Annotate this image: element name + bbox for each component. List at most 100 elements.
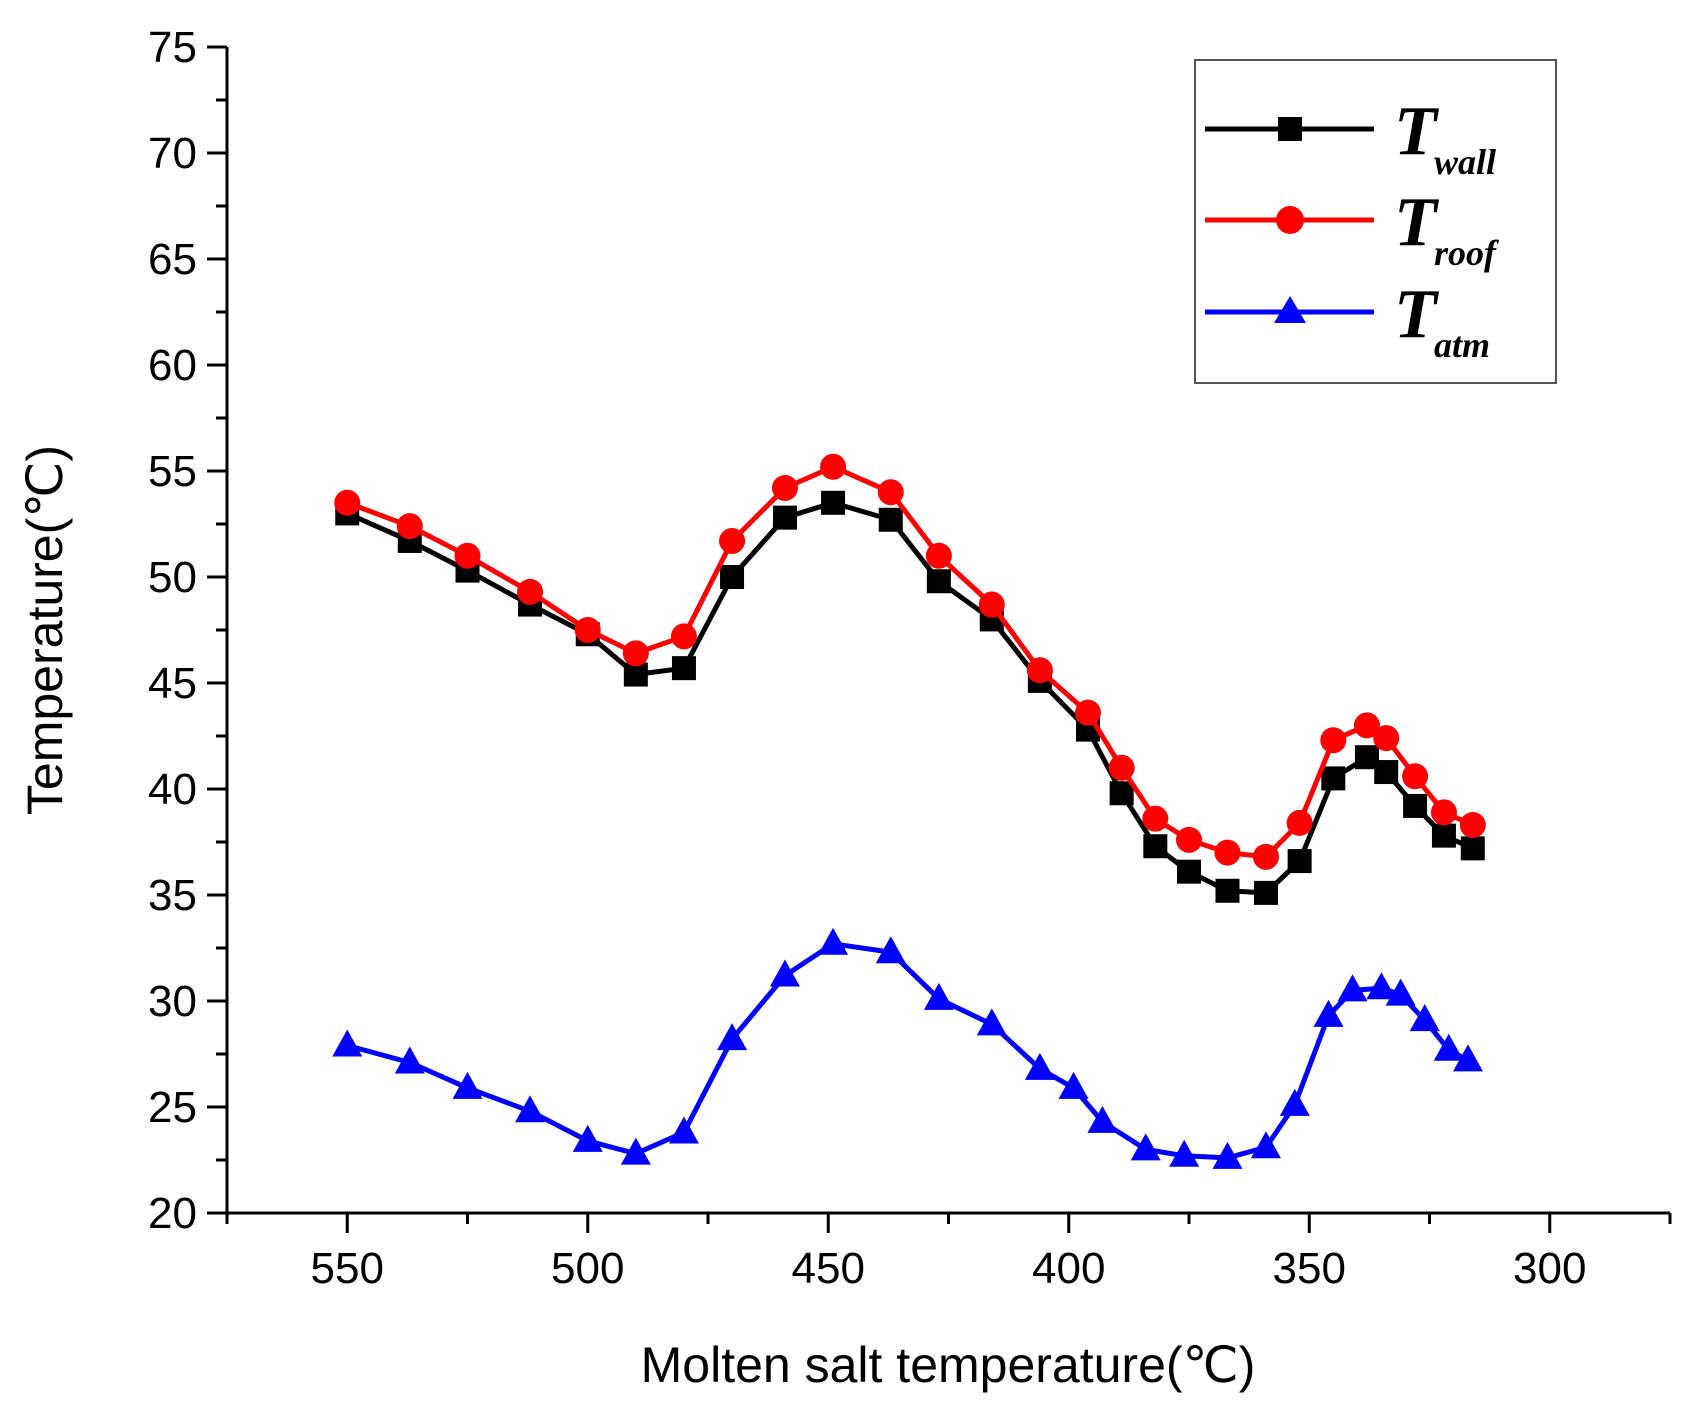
data-point-wall-8 — [772, 505, 797, 530]
data-point-atm-20 — [1279, 1088, 1310, 1116]
data-point-roof-26 — [1459, 812, 1486, 839]
series-roof — [334, 453, 1486, 870]
data-point-roof-14 — [1074, 699, 1101, 726]
data-point-atm-4 — [572, 1124, 603, 1152]
x-tick-label-450: 450 — [792, 1244, 865, 1293]
y-tick-label-55: 55 — [148, 447, 197, 496]
data-point-atm-18 — [1212, 1141, 1243, 1169]
data-point-atm-5 — [620, 1137, 651, 1165]
y-tick-label-65: 65 — [148, 235, 197, 284]
data-point-wall-5 — [623, 662, 648, 687]
data-point-atm-16 — [1130, 1133, 1161, 1161]
legend: T wall T roof T atm — [1194, 59, 1557, 384]
data-point-atm-8 — [769, 959, 800, 987]
data-point-roof-18 — [1214, 839, 1241, 866]
series-line-atm — [346, 941, 1470, 1161]
axis-ticks: 20 25 30 35 40 45 50 55 60 65 70 75 550 500 450 400 350 3… — [148, 23, 1672, 1293]
data-point-atm-13 — [1024, 1052, 1055, 1080]
data-point-roof-25 — [1430, 799, 1457, 826]
data-point-roof-5 — [622, 640, 649, 667]
data-point-wall-11 — [926, 569, 951, 594]
data-point-roof-24 — [1402, 763, 1429, 790]
data-point-atm-14 — [1058, 1071, 1089, 1099]
data-point-atm-9 — [818, 927, 849, 955]
data-point-wall-6 — [671, 656, 696, 681]
data-point-atm-3 — [515, 1095, 546, 1123]
legend-sublabel-troof: roof — [1434, 233, 1499, 273]
data-point-wall-16 — [1143, 834, 1168, 859]
data-point-wall-26 — [1460, 836, 1485, 861]
data-point-roof-22 — [1353, 712, 1380, 739]
data-point-atm-10 — [875, 936, 906, 964]
series-atm — [332, 927, 1483, 1169]
legend-entry-twall: T wall — [1205, 93, 1496, 182]
y-tick-label-60: 60 — [148, 341, 197, 390]
data-point-wall-19 — [1253, 880, 1278, 905]
data-point-roof-19 — [1252, 843, 1279, 870]
data-point-wall-23 — [1374, 760, 1399, 785]
data-point-wall-20 — [1287, 849, 1312, 874]
y-tick-label-45: 45 — [148, 659, 197, 708]
y-tick-label-75: 75 — [148, 23, 197, 72]
data-point-wall-24 — [1403, 793, 1428, 818]
y-tick-label-40: 40 — [148, 765, 197, 814]
data-point-atm-25 — [1409, 1004, 1440, 1032]
data-point-roof-20 — [1286, 809, 1313, 836]
legend-entry-troof: T roof — [1205, 184, 1499, 273]
legend-marker-twall — [1278, 117, 1302, 141]
x-tick-label-300: 300 — [1513, 1244, 1586, 1293]
data-point-roof-6 — [670, 623, 697, 650]
data-point-atm-15 — [1087, 1105, 1118, 1133]
data-point-atm-21 — [1313, 999, 1344, 1027]
data-point-atm-0 — [332, 1029, 363, 1057]
legend-sublabel-tatm: atm — [1434, 325, 1490, 365]
y-tick-label-70: 70 — [148, 129, 197, 178]
data-point-atm-17 — [1169, 1139, 1200, 1167]
data-point-roof-23 — [1373, 725, 1400, 752]
data-point-wall-10 — [878, 507, 903, 532]
data-point-wall-25 — [1431, 823, 1456, 848]
data-point-atm-23 — [1366, 972, 1397, 1000]
data-point-wall-15 — [1109, 781, 1134, 806]
data-point-wall-7 — [720, 565, 745, 589]
y-tick-label-35: 35 — [148, 871, 197, 920]
x-axis-title: Molten salt temperature(℃) — [641, 1337, 1256, 1393]
legend-label-troof: T — [1394, 184, 1440, 261]
legend-marker-tatm — [1274, 296, 1306, 323]
x-tick-label-500: 500 — [551, 1244, 624, 1293]
data-point-wall-21 — [1321, 766, 1346, 791]
data-point-roof-4 — [574, 617, 601, 643]
series-line-roof — [346, 464, 1474, 860]
data-point-atm-7 — [717, 1023, 748, 1051]
data-point-wall-17 — [1177, 859, 1201, 884]
data-point-roof-2 — [454, 542, 481, 569]
data-point-roof-15 — [1108, 754, 1135, 781]
y-tick-label-20: 20 — [148, 1189, 197, 1238]
data-point-atm-11 — [923, 982, 954, 1010]
legend-sublabel-twall: wall — [1434, 142, 1496, 182]
legend-entry-tatm: T atm — [1205, 276, 1490, 365]
data-point-atm-27 — [1452, 1044, 1483, 1072]
data-point-atm-19 — [1250, 1131, 1281, 1159]
data-point-roof-0 — [334, 489, 361, 516]
series-wall — [335, 490, 1485, 905]
x-tick-label-350: 350 — [1273, 1244, 1346, 1293]
data-point-roof-16 — [1142, 805, 1169, 832]
x-tick-label-550: 550 — [311, 1244, 384, 1293]
data-point-atm-2 — [452, 1071, 483, 1099]
y-axis-title: Temperature(℃) — [17, 445, 73, 815]
data-point-roof-12 — [978, 591, 1005, 618]
data-point-atm-6 — [668, 1116, 699, 1144]
data-point-wall-18 — [1215, 878, 1240, 903]
y-tick-label-50: 50 — [148, 553, 197, 602]
series-layer — [332, 453, 1486, 1169]
data-point-roof-17 — [1176, 826, 1202, 853]
data-point-wall-9 — [821, 490, 846, 515]
legend-label-tatm: T — [1394, 276, 1440, 353]
data-point-roof-9 — [820, 453, 847, 480]
data-point-atm-24 — [1385, 978, 1416, 1006]
data-point-atm-22 — [1337, 974, 1368, 1002]
legend-label-twall: T — [1394, 93, 1440, 170]
